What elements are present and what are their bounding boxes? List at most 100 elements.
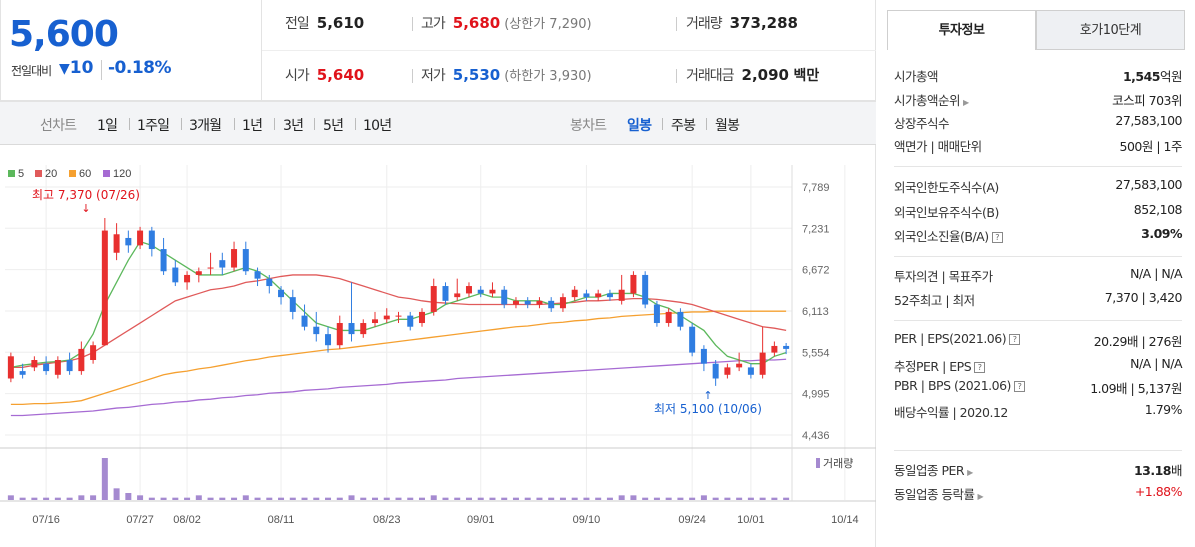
volume-bar	[137, 495, 144, 500]
stock-chart[interactable]: 7,789 7,231 6,672 6,113 5,554 4,995 4,436 07/16…	[0, 145, 876, 547]
stock-main-panel: 5,600 전일대비 ▼10 -0.18% 전일 5,610 고가 5,680 (상한…	[0, 0, 876, 547]
period-weekly[interactable]: 주봉	[671, 118, 696, 134]
volume-bar	[771, 497, 778, 500]
help-icon[interactable]: ?	[991, 232, 1003, 243]
legend-label: 5	[18, 168, 24, 180]
divider	[101, 60, 102, 80]
info-value-text: 500원 | 1주	[1119, 139, 1183, 154]
price-stats	[262, 0, 876, 101]
info-value: 1,545억원	[1123, 66, 1183, 85]
period-5y[interactable]: 5년	[323, 118, 344, 134]
info-value: 1.79%	[1145, 402, 1183, 417]
candle-body	[336, 323, 343, 346]
candle-body	[66, 360, 73, 372]
current-price-box: 5,600 전일대비 ▼10 -0.18%	[0, 0, 262, 101]
candle-body	[465, 286, 472, 294]
candle-body	[289, 297, 296, 312]
stat-value: 2,090	[741, 66, 789, 84]
ma20-line	[10, 274, 787, 369]
candle-body	[383, 315, 390, 320]
x-tick-label: 10/14	[831, 514, 859, 526]
x-tick-label: 08/11	[268, 514, 295, 526]
x-tick-label: 07/16	[32, 514, 60, 526]
volume-bar	[454, 497, 461, 500]
y-tick-label: 7,789	[802, 182, 830, 194]
divider	[355, 118, 356, 130]
tab-hoga[interactable]: 호가10단계	[1036, 10, 1185, 50]
divider	[262, 50, 876, 51]
stat-value: 5,530	[452, 66, 501, 84]
period-monthly[interactable]: 월봉	[715, 118, 740, 134]
volume-bar	[548, 497, 555, 500]
candle-body	[348, 323, 355, 335]
volume-bar	[501, 497, 508, 500]
x-tick-label: 08/02	[173, 514, 201, 526]
stat-amount: 거래대금 2,090 백만	[686, 65, 819, 85]
candle-body	[571, 289, 578, 298]
period-daily[interactable]: 일봉	[627, 118, 652, 134]
volume-bar	[372, 497, 379, 500]
volume-bar	[595, 497, 602, 500]
stat-label: 거래대금	[686, 68, 735, 84]
legend-swatch	[35, 170, 42, 177]
candle-body	[477, 289, 484, 294]
candle-body	[700, 348, 707, 364]
high-annotation: 최고 7,370 (07/26)	[32, 188, 140, 202]
candle-body	[172, 267, 179, 283]
candle-body	[442, 286, 449, 301]
info-row[interactable]: 동일업종 PER ▶ 13.18배	[894, 460, 1183, 480]
info-row[interactable]: 동일업종 등락률 ▶ +1.88%	[894, 484, 1183, 504]
candle-body	[524, 300, 531, 305]
info-row: 시가총액 1,545억원	[894, 66, 1183, 86]
x-tick-label: 09/10	[573, 514, 601, 526]
info-value: 7,370 | 3,420	[1104, 290, 1183, 305]
help-icon[interactable]: ?	[1009, 334, 1021, 345]
candle-body	[266, 278, 273, 287]
volume-bar	[7, 495, 14, 500]
info-key: 외국인소진율(B/A)?	[894, 226, 1003, 245]
info-key: 시가총액순위 ▶	[894, 90, 969, 109]
ma60-line	[10, 310, 787, 406]
divider	[676, 17, 677, 31]
period-10y[interactable]: 10년	[363, 118, 392, 134]
arrow-right-icon: ▶	[977, 492, 984, 501]
info-row: PBR | BPS (2021.06)? 1.09배 | 5,137원	[894, 378, 1182, 398]
volume-bar	[266, 497, 273, 500]
divider	[234, 118, 235, 130]
volume-bar	[325, 497, 332, 500]
candle-body	[724, 367, 731, 375]
info-row[interactable]: 시가총액순위 ▶ 코스피 703위	[894, 90, 1182, 110]
volume-bar	[66, 497, 73, 500]
divider	[662, 118, 663, 130]
candle-body	[43, 363, 50, 372]
info-key: 추정PER | EPS?	[894, 356, 986, 375]
info-key-text: 투자의견 | 목표주가	[894, 269, 993, 284]
info-value: 코스피 703위	[1112, 90, 1182, 109]
volume-bar	[477, 497, 484, 500]
candle-body	[395, 315, 402, 317]
info-value-text: 27,583,100	[1115, 113, 1182, 128]
volume-bar	[700, 495, 707, 500]
divider	[181, 118, 182, 130]
info-key-text: 시가총액	[894, 69, 939, 84]
volume-bar	[254, 497, 261, 500]
period-1d[interactable]: 1일	[97, 118, 118, 134]
help-icon[interactable]: ?	[1013, 381, 1025, 392]
candle-body	[125, 237, 132, 246]
candle-body	[278, 289, 285, 298]
info-value: N/A | N/A	[1130, 356, 1182, 371]
info-value-text: 7,370 | 3,420	[1104, 290, 1183, 305]
help-icon[interactable]: ?	[974, 362, 986, 373]
period-3y[interactable]: 3년	[283, 118, 304, 134]
stat-sub: (하한가 3,930)	[504, 69, 592, 84]
period-3m[interactable]: 3개월	[189, 118, 222, 134]
tab-invest-info[interactable]: 투자정보	[887, 10, 1036, 50]
divider	[412, 17, 413, 31]
volume-bar	[289, 497, 296, 500]
line-chart-label: 선차트	[40, 118, 77, 134]
candle-body	[301, 315, 308, 327]
period-1w[interactable]: 1주일	[137, 118, 170, 134]
volume-bar	[242, 495, 249, 500]
period-1y[interactable]: 1년	[242, 118, 263, 134]
info-value-text: 억원	[1159, 69, 1183, 84]
